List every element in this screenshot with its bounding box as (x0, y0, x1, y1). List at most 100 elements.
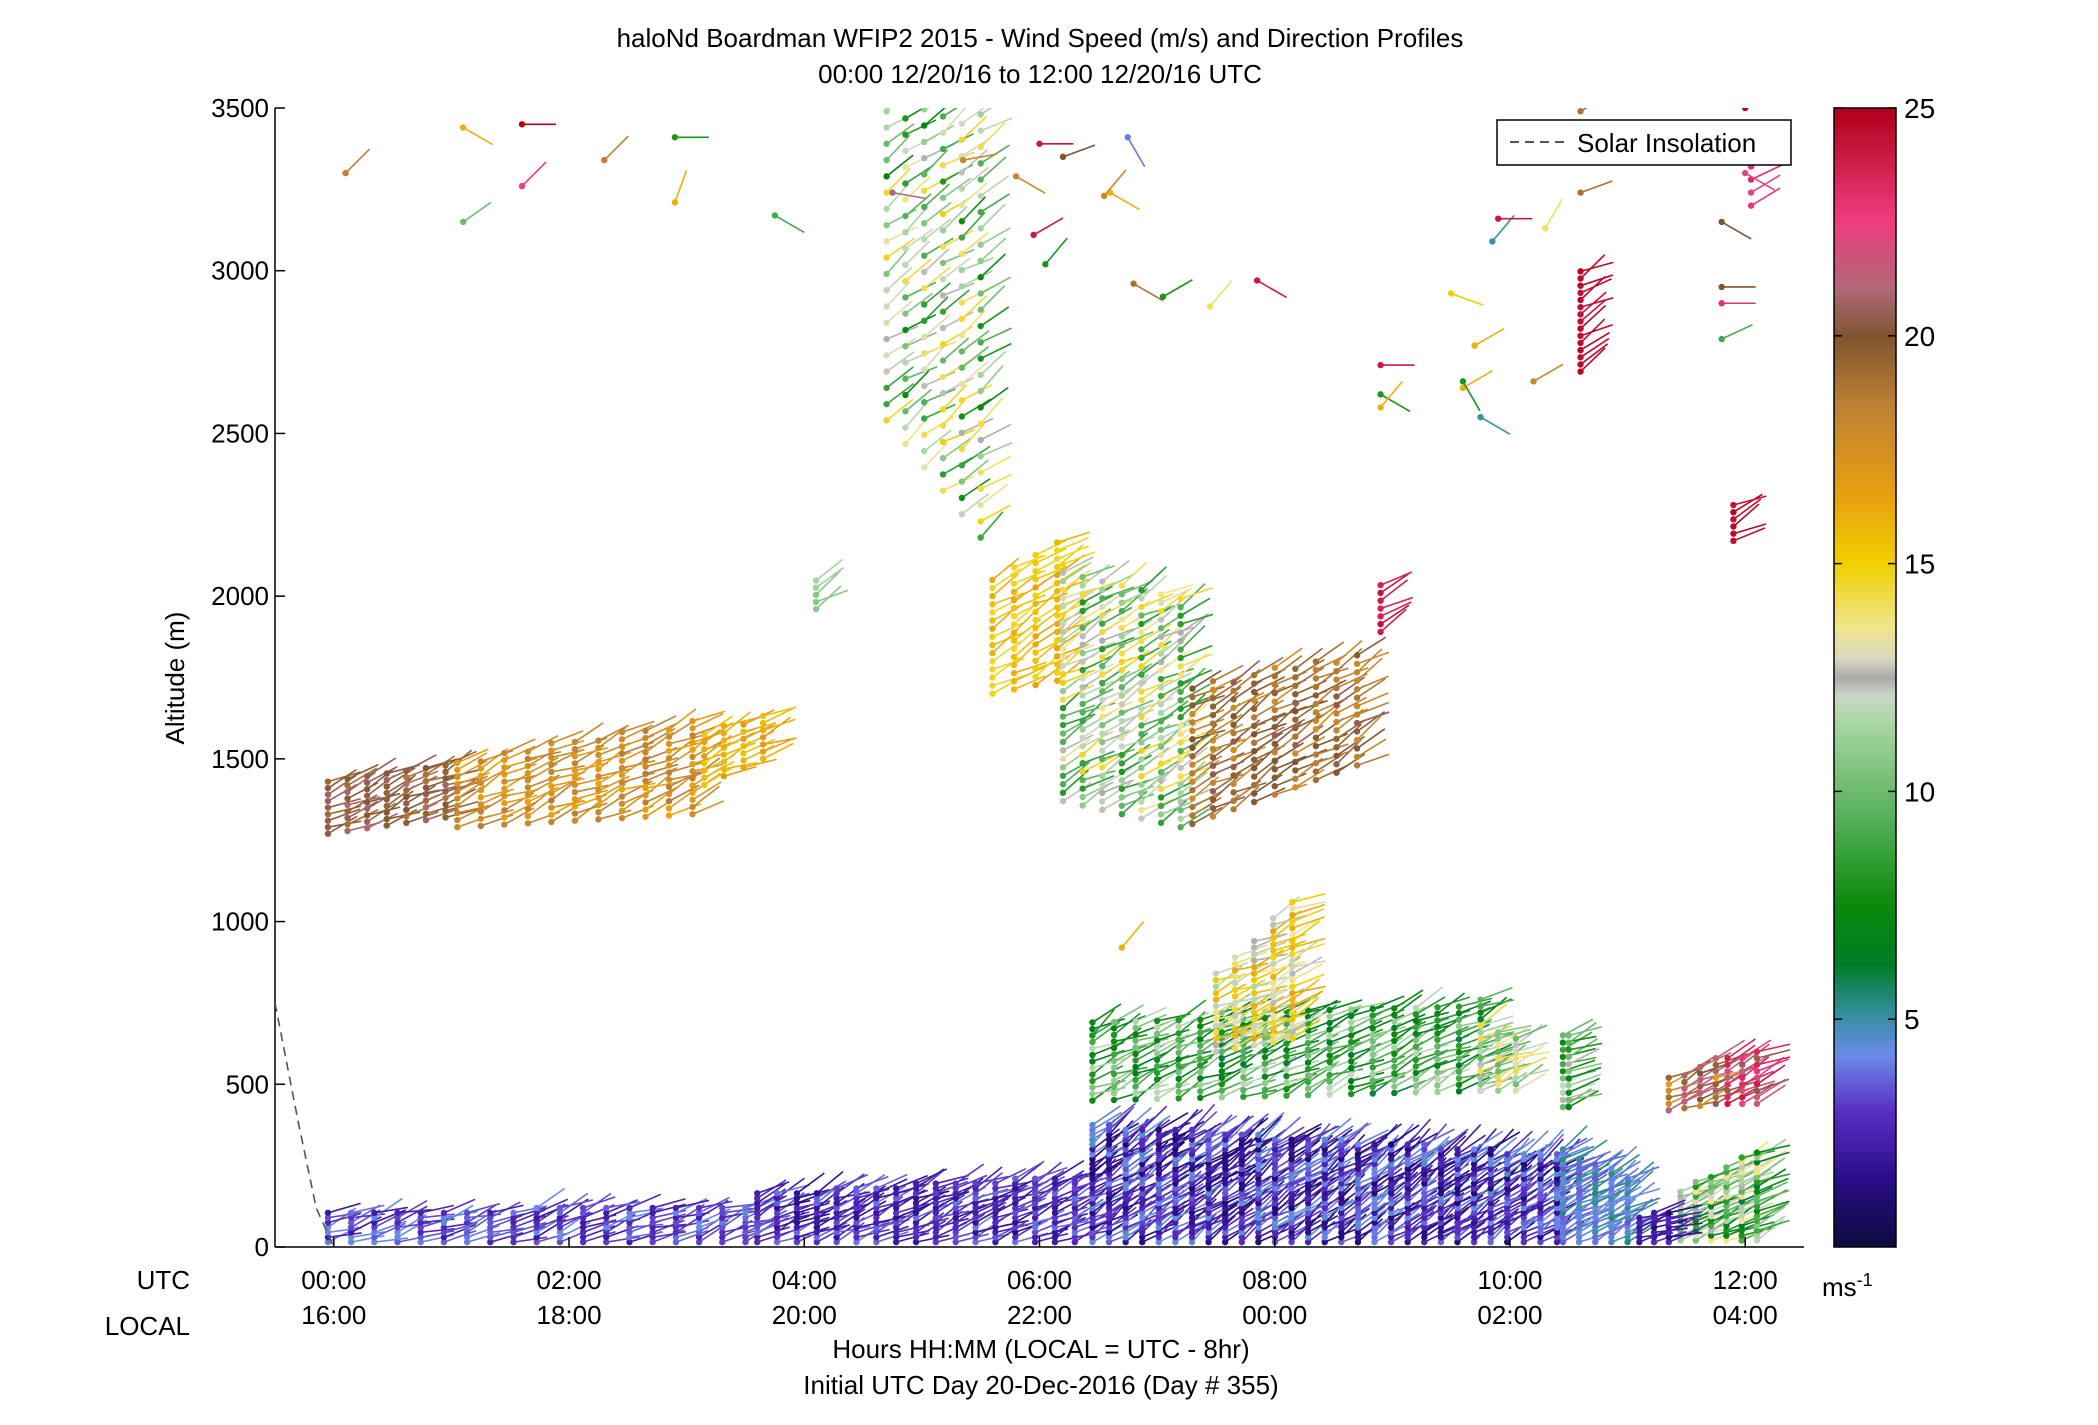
wind-barb-head (1495, 1042, 1502, 1049)
wind-barb-head (1079, 599, 1086, 606)
wind-barb-head (1477, 1074, 1484, 1081)
wind-barb-head (1681, 1085, 1688, 1092)
wind-barb-shaft (942, 248, 975, 264)
wind-barb-head (939, 210, 947, 218)
wind-barb-head (1230, 789, 1237, 796)
wind-barb-head (1010, 653, 1018, 661)
wind-barb-head (324, 810, 332, 818)
wind-barb-head (1189, 761, 1196, 768)
wind-barb-head (1099, 620, 1106, 627)
wind-barb (524, 786, 559, 806)
wind-barb-head (1059, 789, 1067, 796)
wind-barb-shaft (574, 784, 609, 793)
wind-barb-head (1347, 1058, 1355, 1065)
wind-barb-head (1270, 941, 1277, 948)
wind-barb-head (1292, 741, 1299, 749)
wind-barb-head (902, 359, 909, 366)
wind-barb-head (1283, 1046, 1290, 1054)
wind-barb-head (1059, 738, 1067, 746)
wind-barb-head (813, 1190, 820, 1197)
wind-barb-head (324, 1209, 332, 1217)
wind-barb-head (1270, 928, 1277, 935)
wind-barb (689, 781, 722, 804)
wind-barb-head (1118, 726, 1126, 733)
wind-barb-head (958, 331, 966, 339)
wind-barb-head (1434, 1043, 1441, 1050)
wind-barb-head (403, 793, 410, 801)
wind-barb-head (958, 185, 966, 192)
wind-barb-shaft (743, 758, 777, 769)
wind-barb-head (1059, 594, 1067, 602)
wind-barb-head (689, 796, 696, 804)
wind-barb-head (1283, 1040, 1290, 1047)
wind-barb (442, 808, 479, 821)
wind-barb (902, 292, 934, 317)
wind-barb-head (1157, 692, 1165, 700)
wind-barb-head (1696, 1102, 1704, 1110)
wind-barb-head (1577, 282, 1584, 289)
wind-barb-head (921, 203, 928, 211)
wind-barb-head (1012, 1175, 1019, 1182)
wind-barb-head (665, 755, 673, 762)
wind-barb-head (344, 821, 351, 828)
wind-barb-head (324, 778, 332, 785)
wind-barb-head (1412, 1056, 1420, 1064)
wind-barb-head (1333, 659, 1340, 666)
wind-barb-head (1032, 551, 1039, 559)
wind-barb-head (989, 641, 996, 649)
wind-barb-head (1250, 963, 1258, 971)
wind-barb-head (1577, 275, 1584, 282)
wind-barb-head (618, 779, 626, 786)
wind-barb (383, 808, 418, 829)
wind-barb-head (1289, 970, 1296, 977)
wind-barb-head (1053, 661, 1061, 668)
wind-barb-head (1739, 1100, 1746, 1108)
wind-barb-head (883, 270, 890, 278)
wind-barb-head (1157, 751, 1165, 759)
wind-barb (548, 799, 585, 811)
wind-barb-head (501, 778, 508, 785)
wind-barb-head (701, 760, 708, 767)
wind-barb-head (1132, 1063, 1139, 1071)
wind-barb (454, 775, 489, 795)
wind-barb-head (1138, 747, 1145, 755)
wind-barb-head (1292, 691, 1299, 698)
wind-barb (939, 248, 975, 267)
wind-barb-head (977, 436, 984, 444)
wind-barb-shaft (923, 403, 956, 420)
wind-barb-head (1565, 1096, 1572, 1104)
wind-barb-head (442, 762, 449, 769)
wind-barb-head (883, 238, 890, 245)
wind-barb-head (1079, 726, 1086, 733)
wind-barb-head (548, 818, 555, 826)
wind-barb-shaft (885, 182, 910, 210)
wind-barb-head (1118, 777, 1126, 784)
wind-barb-head (1353, 728, 1361, 735)
wind-barb-head (1559, 1103, 1567, 1111)
wind-barb (812, 558, 844, 584)
wind-barb-head (477, 815, 485, 822)
wind-barb-head (524, 812, 532, 820)
wind-barb-head (1347, 1025, 1355, 1033)
wind-barb-head (1292, 682, 1299, 689)
wind-barb-head (477, 786, 485, 794)
wind-barb-head (1250, 714, 1258, 721)
wind-barb-head (1118, 700, 1126, 708)
wind-barb-head (1270, 980, 1277, 987)
wind-barb-shaft (743, 721, 777, 733)
wind-barb-head (1118, 658, 1126, 666)
wind-barb-head (958, 462, 966, 469)
wind-barb-head (989, 649, 996, 657)
wind-barb (939, 384, 968, 413)
wind-barb-head (1270, 986, 1277, 994)
wind-barb-shaft (886, 281, 911, 308)
wind-barb (403, 764, 439, 781)
wind-barb-head (1312, 683, 1320, 691)
wind-barb-head (1118, 743, 1126, 750)
wind-barb-head (958, 445, 966, 453)
wind-barb-head (912, 1180, 920, 1187)
wind-barb-head (454, 788, 461, 795)
wind-barb (902, 228, 934, 252)
wind-barb-head (972, 1180, 979, 1187)
wind-barb-head (939, 129, 947, 136)
